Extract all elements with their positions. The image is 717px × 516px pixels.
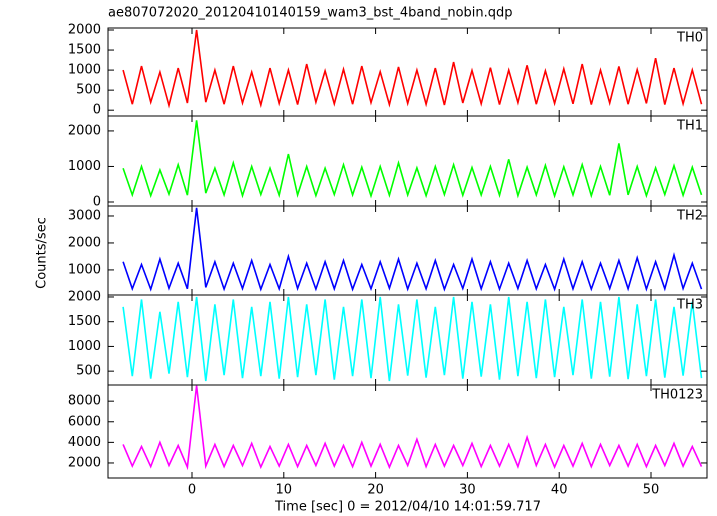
series-label: TH0123 bbox=[651, 388, 703, 403]
y-tick-label: 1000 bbox=[68, 63, 101, 78]
y-tick-label: 1000 bbox=[68, 339, 101, 354]
y-tick-label: 8000 bbox=[68, 394, 101, 409]
x-tick-label: 0 bbox=[188, 483, 196, 498]
series-label: TH1 bbox=[676, 119, 703, 134]
x-tick-label: 20 bbox=[367, 483, 384, 498]
y-tick-label: 1000 bbox=[68, 262, 101, 277]
series-line bbox=[122, 385, 703, 471]
y-tick-label: 1000 bbox=[68, 159, 101, 174]
y-tick-label: 2000 bbox=[68, 235, 101, 250]
y-tick-label: 4000 bbox=[68, 435, 101, 450]
y-tick-label: 0 bbox=[93, 103, 101, 118]
y-tick-label: 2000 bbox=[68, 23, 101, 38]
x-axis-label: Time [sec] 0 = 2012/04/10 14:01:59.717 bbox=[274, 500, 541, 515]
x-tick-label: 30 bbox=[459, 483, 476, 498]
y-tick-label: 1500 bbox=[68, 314, 101, 329]
series-label: TH3 bbox=[676, 298, 703, 313]
series-line bbox=[122, 29, 703, 109]
y-axis-label: Counts/sec bbox=[35, 217, 50, 289]
y-tick-label: 2000 bbox=[68, 289, 101, 304]
series-line bbox=[122, 207, 703, 292]
x-tick-label: 40 bbox=[551, 483, 568, 498]
chart-title: ae807072020_20120410140159_wam3_bst_4ban… bbox=[108, 6, 513, 21]
panel-frame bbox=[107, 384, 708, 479]
series-line bbox=[122, 120, 703, 199]
y-tick-label: 3000 bbox=[68, 208, 101, 223]
series-label: TH0 bbox=[676, 31, 703, 46]
series-label: TH2 bbox=[676, 209, 703, 224]
y-tick-label: 6000 bbox=[68, 414, 101, 429]
y-tick-label: 2000 bbox=[68, 123, 101, 138]
y-tick-label: 1500 bbox=[68, 43, 101, 58]
x-tick-label: 10 bbox=[276, 483, 293, 498]
x-tick-label: 50 bbox=[643, 483, 660, 498]
series-line bbox=[122, 296, 703, 382]
y-tick-label: 500 bbox=[76, 364, 101, 379]
y-tick-label: 500 bbox=[76, 83, 101, 98]
y-tick-label: 2000 bbox=[68, 455, 101, 470]
y-tick-label: 0 bbox=[93, 194, 101, 209]
